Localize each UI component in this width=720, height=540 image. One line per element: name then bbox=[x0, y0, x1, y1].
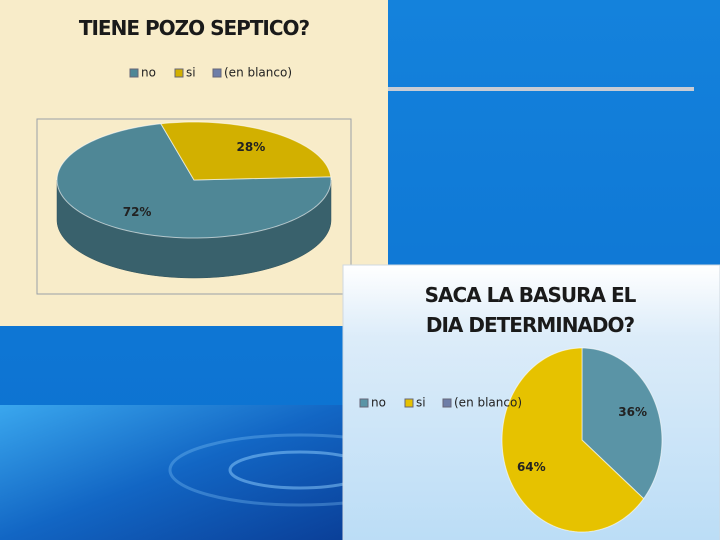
pie-slice bbox=[581, 347, 663, 500]
pie-slice bbox=[56, 123, 332, 239]
chart-title: SACA LA BASURA EL DIA DETERMINADO? bbox=[424, 283, 637, 337]
pie-slice bbox=[160, 121, 332, 181]
plot-area bbox=[36, 118, 352, 295]
legend-swatch bbox=[174, 68, 184, 78]
legend-swatch bbox=[404, 398, 414, 408]
data-label: 36% bbox=[618, 405, 647, 419]
pie-slice bbox=[501, 347, 645, 533]
legend-label: no bbox=[371, 396, 386, 410]
legend-swatch bbox=[359, 398, 369, 408]
legend-swatch bbox=[212, 68, 222, 78]
water-image bbox=[0, 405, 345, 540]
legend-swatch bbox=[442, 398, 452, 408]
legend-label: no bbox=[141, 66, 156, 80]
legend-label: si bbox=[186, 66, 196, 80]
data-label: 28% bbox=[237, 140, 266, 154]
legend-label: (en blanco) bbox=[224, 66, 292, 80]
legend-label: (en blanco) bbox=[454, 396, 522, 410]
legend-swatch bbox=[129, 68, 139, 78]
data-label: 64% bbox=[517, 460, 546, 474]
chart-title: TIENE POZO SEPTICO? bbox=[78, 16, 310, 40]
data-label: 72% bbox=[123, 205, 152, 219]
legend-label: si bbox=[416, 396, 426, 410]
